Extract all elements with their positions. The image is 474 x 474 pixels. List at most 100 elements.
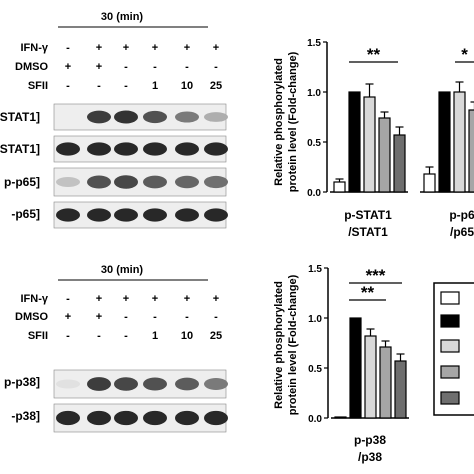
blot2-band (204, 378, 228, 390)
blot1-band (143, 110, 167, 124)
bar (438, 91, 451, 193)
bar (364, 335, 377, 419)
blot1-dmso-val: + (65, 61, 71, 73)
blot1-protein-label: -p65] (11, 207, 40, 221)
blot2-sfii-values: - - - 1 10 25 (66, 330, 222, 342)
blot1-ifn-val: + (184, 42, 190, 54)
chart2-ylabel-line1: Relative phosphorylated (273, 281, 285, 409)
legend-swatch (440, 314, 460, 328)
blot1-band (87, 208, 111, 222)
blot1-ifn-val: - (66, 42, 70, 54)
y-tick-label: 0.5 (308, 364, 322, 375)
blot1-strip-bg (53, 103, 227, 131)
significance-stars: ** (367, 45, 381, 64)
blot1-dmso-values: + + - - - - (65, 61, 218, 73)
blot1-strips (53, 103, 228, 229)
bar (363, 96, 376, 193)
legend-swatch (440, 339, 460, 353)
blot2-ifn-val: + (152, 293, 158, 305)
blot1-band (143, 175, 167, 189)
chart1-ylabel-line2: protein level (Fold-change) (287, 51, 299, 192)
blot1-band (175, 142, 199, 156)
blot2-band (143, 410, 167, 426)
blot1-dmso-val: - (185, 61, 189, 73)
blot1-ifn-label: IFN-γ (21, 42, 49, 54)
blot1-band (175, 208, 199, 222)
bar (393, 134, 406, 193)
blot2-sfii-val: - (124, 330, 128, 342)
blot1-band (56, 177, 80, 187)
legend-swatch (440, 291, 460, 305)
blot1-dmso-val: - (153, 61, 157, 73)
blot1-band (204, 208, 228, 222)
bar (349, 317, 362, 419)
blot2-sfii-val: - (97, 330, 101, 342)
blot2-ifn-val: + (184, 293, 190, 305)
blot1-protein-label: STAT1] (0, 142, 40, 156)
blot2-dmso-val: - (153, 311, 157, 323)
blot1-ifn-val: + (123, 42, 129, 54)
blot2-band (87, 377, 111, 391)
bar (334, 416, 347, 419)
blot1-ifn-val: + (96, 42, 102, 54)
blot2-band (175, 410, 199, 426)
blot1-band (143, 142, 167, 156)
blot1-band (87, 142, 111, 156)
chart1-group2-xlabel-line2: /p65 (450, 225, 474, 239)
blot2-band (143, 377, 167, 391)
legend (433, 282, 474, 416)
blot1-ifn-val: + (152, 42, 158, 54)
blot1-band (175, 175, 199, 189)
blot2-strip (53, 403, 228, 433)
blot2-protein-label: -p38] (11, 409, 40, 423)
blot2-ifn-label: IFN-γ (21, 293, 49, 305)
blot1-band (56, 142, 80, 156)
bar (348, 91, 361, 193)
y-tick-label: 0.0 (307, 188, 321, 199)
chart1-ylabel-line1: Relative phosphorylated (273, 58, 285, 186)
blot1-dmso-val: + (96, 61, 102, 73)
blot1-sfii-label: SFII (28, 80, 48, 92)
significance-stars: *** (366, 266, 386, 285)
chart1-group2-xlabel-line1: p-p6 (449, 208, 474, 222)
blot1-dmso-label: DMSO (15, 61, 48, 73)
legend-frame (433, 282, 474, 416)
bar (394, 360, 407, 419)
legend-swatches (440, 291, 460, 405)
bar (453, 91, 466, 193)
blot2-dmso-val: - (214, 311, 218, 323)
blot2-strips (53, 369, 228, 433)
blot2-dmso-val: - (185, 311, 189, 323)
blot1-band (204, 112, 228, 122)
blot2-sfii-val: 25 (210, 330, 222, 342)
blot2-dmso-val: + (96, 311, 102, 323)
blot1-band (114, 175, 138, 189)
blot1-strip (53, 167, 228, 197)
blot2-sfii-val: 1 (152, 330, 158, 342)
blot1-sfii-val: - (124, 80, 128, 92)
blot1-strip (53, 201, 228, 229)
blot2-ifn-values: - + + + + + (66, 293, 219, 305)
blot2-strip (53, 369, 228, 399)
y-tick-label: 1.0 (307, 88, 321, 99)
blot1-sfii-val: - (66, 80, 70, 92)
bar (333, 181, 346, 193)
blot2-dmso-label: DMSO (15, 311, 48, 323)
blot1-band (114, 208, 138, 222)
blot-panel-bottom: 30 (min) IFN-γ DMSO SFII - + + + + + + +… (4, 264, 228, 433)
blot1-strip (53, 103, 228, 131)
blot-panel-top: 30 (min) IFN-γ DMSO SFII - + + + + + + +… (0, 11, 228, 229)
blot1-band (114, 142, 138, 156)
chart1-group1-xlabel-line2: /STAT1 (348, 225, 388, 239)
blot1-band (114, 110, 138, 124)
chart2-group1-xlabel-line1: p-p38 (354, 433, 386, 447)
chart2-group1-xlabel-line2: /p38 (358, 450, 382, 464)
blot1-dmso-val: - (124, 61, 128, 73)
blot1-ifn-val: + (213, 42, 219, 54)
blot1-band (56, 208, 80, 222)
blot2-ifn-val: + (123, 293, 129, 305)
y-tick-label: 0.0 (308, 414, 322, 425)
blot1-time-header: 30 (min) (101, 11, 144, 23)
blot1-band (143, 208, 167, 222)
